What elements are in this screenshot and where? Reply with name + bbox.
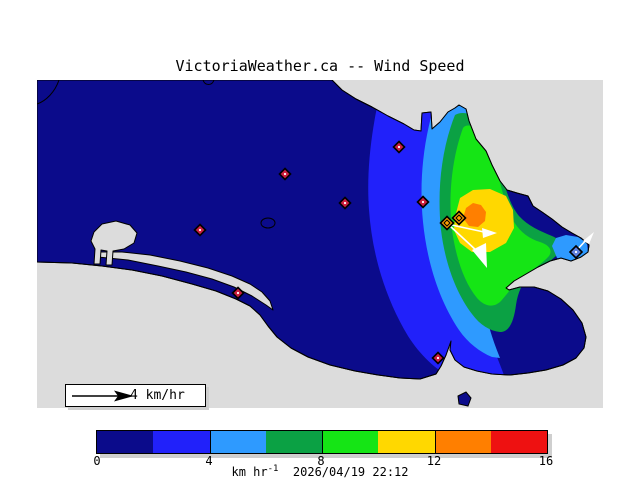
contour-arc-top <box>202 80 215 85</box>
station-marker <box>193 223 207 237</box>
vector-arrowhead-large <box>472 243 487 268</box>
contour-arc-topleft <box>37 80 60 105</box>
station-marker <box>431 351 445 365</box>
band-12-14 <box>463 203 486 227</box>
colorbar-tick-8: 8 <box>317 454 325 468</box>
station-marker-peak <box>451 210 467 226</box>
colorbar-segment-2-4 <box>153 431 210 453</box>
colorbar-tickline-8 <box>322 431 323 453</box>
island <box>90 220 138 266</box>
vector-arrowhead <box>583 232 594 244</box>
colorbar-segment-10-12 <box>378 431 435 453</box>
station-marker <box>278 167 292 181</box>
wind-vector-shaft <box>446 223 485 233</box>
units-label: km hr <box>231 465 268 479</box>
station-marker <box>231 286 245 300</box>
station-markers <box>193 140 584 365</box>
colorbar-tickline-4 <box>209 431 211 453</box>
colorbar-segment-0-2 <box>97 431 154 453</box>
wind-vector-heads <box>472 228 594 268</box>
units-exponent: -1 <box>267 464 279 474</box>
vector-scale-legend: 4 km/hr <box>65 384 206 407</box>
colorbar-tick-4: 4 <box>205 454 213 468</box>
station-marker <box>338 196 352 210</box>
wind-speed-map <box>37 80 603 408</box>
page-title: VictoriaWeather.ca -- Wind Speed <box>175 57 465 75</box>
colorbar-tickline-12 <box>434 431 436 453</box>
station-marker-peak <box>439 215 455 231</box>
station-marker <box>392 140 406 154</box>
colorbar-tick-16: 16 <box>538 454 554 468</box>
colorbar-segment-6-8 <box>265 431 322 453</box>
islet-channel <box>457 391 472 407</box>
spacer <box>278 465 292 479</box>
scale-arrow-label: 4 km/hr <box>130 388 185 403</box>
station-marker-tip <box>568 244 584 260</box>
colorbar-segment-12-14 <box>434 431 491 453</box>
colorbar-tick-12: 12 <box>426 454 442 468</box>
timestamp: 2026/04/19 22:12 <box>292 465 409 479</box>
vector-arrowhead <box>482 228 497 238</box>
colorbar-segment-14-16 <box>490 431 547 453</box>
scale-arrow <box>72 390 134 401</box>
colorbar-units-line: km hr-1 2026/04/19 22:12 <box>0 464 640 479</box>
land-spit <box>97 251 274 311</box>
scale-arrowhead <box>114 390 134 401</box>
colorbar-tick-0: 0 <box>93 454 101 468</box>
contour-oval <box>260 217 276 229</box>
station-marker <box>416 195 430 209</box>
colorbar <box>96 430 548 454</box>
colorbar-segment-4-6 <box>209 431 266 453</box>
colorbar-segment-8-10 <box>322 431 379 453</box>
wind-vector-shaft <box>449 225 479 253</box>
wind-contour-bands <box>368 80 588 378</box>
